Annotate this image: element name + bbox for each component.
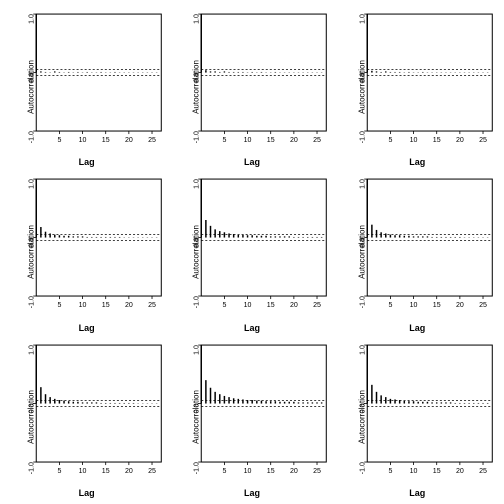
svg-text:-1.0: -1.0 (359, 131, 366, 143)
svg-text:15: 15 (432, 302, 440, 309)
svg-text:1.0: 1.0 (29, 179, 36, 189)
y-axis-label: Autocorrelation (26, 225, 35, 279)
svg-text:10: 10 (244, 468, 252, 475)
svg-text:10: 10 (79, 302, 87, 309)
x-axis-label: Lag (79, 323, 95, 333)
svg-text:-1.0: -1.0 (194, 462, 201, 474)
svg-text:5: 5 (57, 302, 61, 309)
svg-text:25: 25 (313, 302, 321, 309)
svg-text:-1.0: -1.0 (359, 462, 366, 474)
svg-text:1.0: 1.0 (359, 179, 366, 189)
svg-text:15: 15 (102, 137, 110, 144)
svg-text:20: 20 (290, 468, 298, 475)
svg-text:20: 20 (125, 137, 133, 144)
svg-text:25: 25 (479, 468, 487, 475)
svg-text:5: 5 (388, 137, 392, 144)
x-axis-label: Lag (79, 488, 95, 498)
y-axis-label: Autocorrelation (26, 60, 35, 114)
svg-text:25: 25 (479, 137, 487, 144)
x-axis-label: Lag (409, 323, 425, 333)
svg-text:15: 15 (102, 302, 110, 309)
svg-text:20: 20 (290, 137, 298, 144)
acf-panel: -1.00.01.0510152025AutocorrelationLag (337, 6, 498, 167)
x-axis-label: Lag (409, 157, 425, 167)
svg-text:1.0: 1.0 (194, 345, 201, 355)
svg-text:15: 15 (267, 137, 275, 144)
svg-text:15: 15 (267, 468, 275, 475)
acf-panel: -1.00.01.0510152025AutocorrelationLag (6, 6, 167, 167)
svg-text:5: 5 (223, 302, 227, 309)
svg-text:10: 10 (79, 468, 87, 475)
x-axis-label: Lag (244, 157, 260, 167)
x-axis-label: Lag (244, 488, 260, 498)
x-axis-label: Lag (409, 488, 425, 498)
svg-text:1.0: 1.0 (194, 179, 201, 189)
svg-text:15: 15 (432, 137, 440, 144)
svg-text:25: 25 (148, 468, 156, 475)
svg-text:5: 5 (388, 468, 392, 475)
svg-text:1.0: 1.0 (29, 345, 36, 355)
y-axis-label: Autocorrelation (192, 60, 201, 114)
svg-text:5: 5 (388, 302, 392, 309)
acf-panel-grid: -1.00.01.0510152025AutocorrelationLag-1.… (0, 0, 504, 504)
svg-text:20: 20 (125, 302, 133, 309)
svg-text:25: 25 (313, 468, 321, 475)
svg-text:20: 20 (456, 137, 464, 144)
svg-text:15: 15 (267, 302, 275, 309)
svg-text:-1.0: -1.0 (359, 296, 366, 308)
acf-panel: -1.00.01.0510152025AutocorrelationLag (6, 337, 167, 498)
svg-text:5: 5 (57, 468, 61, 475)
y-axis-label: Autocorrelation (357, 390, 366, 444)
svg-text:10: 10 (244, 302, 252, 309)
svg-text:1.0: 1.0 (194, 14, 201, 24)
svg-text:-1.0: -1.0 (194, 296, 201, 308)
svg-text:-1.0: -1.0 (29, 462, 36, 474)
svg-text:-1.0: -1.0 (29, 131, 36, 143)
svg-text:1.0: 1.0 (359, 14, 366, 24)
svg-text:20: 20 (456, 468, 464, 475)
y-axis-label: Autocorrelation (192, 390, 201, 444)
x-axis-label: Lag (244, 323, 260, 333)
svg-text:10: 10 (244, 137, 252, 144)
svg-text:25: 25 (479, 302, 487, 309)
acf-panel: -1.00.01.0510152025AutocorrelationLag (171, 171, 332, 332)
svg-text:20: 20 (125, 468, 133, 475)
acf-panel: -1.00.01.0510152025AutocorrelationLag (171, 337, 332, 498)
svg-text:-1.0: -1.0 (29, 296, 36, 308)
y-axis-label: Autocorrelation (192, 225, 201, 279)
svg-text:20: 20 (290, 302, 298, 309)
svg-text:-1.0: -1.0 (194, 131, 201, 143)
y-axis-label: Autocorrelation (26, 390, 35, 444)
svg-text:25: 25 (313, 137, 321, 144)
svg-text:1.0: 1.0 (359, 345, 366, 355)
svg-text:5: 5 (223, 468, 227, 475)
svg-text:1.0: 1.0 (29, 14, 36, 24)
svg-text:25: 25 (148, 137, 156, 144)
svg-text:15: 15 (432, 468, 440, 475)
acf-panel: -1.00.01.0510152025AutocorrelationLag (337, 171, 498, 332)
y-axis-label: Autocorrelation (357, 225, 366, 279)
svg-text:10: 10 (409, 302, 417, 309)
svg-text:20: 20 (456, 302, 464, 309)
y-axis-label: Autocorrelation (357, 60, 366, 114)
svg-text:5: 5 (57, 137, 61, 144)
acf-panel: -1.00.01.0510152025AutocorrelationLag (6, 171, 167, 332)
acf-panel: -1.00.01.0510152025AutocorrelationLag (337, 337, 498, 498)
svg-text:5: 5 (223, 137, 227, 144)
svg-text:15: 15 (102, 468, 110, 475)
svg-text:10: 10 (409, 468, 417, 475)
x-axis-label: Lag (79, 157, 95, 167)
svg-text:10: 10 (409, 137, 417, 144)
svg-text:25: 25 (148, 302, 156, 309)
acf-panel: -1.00.01.0510152025AutocorrelationLag (171, 6, 332, 167)
svg-text:10: 10 (79, 137, 87, 144)
